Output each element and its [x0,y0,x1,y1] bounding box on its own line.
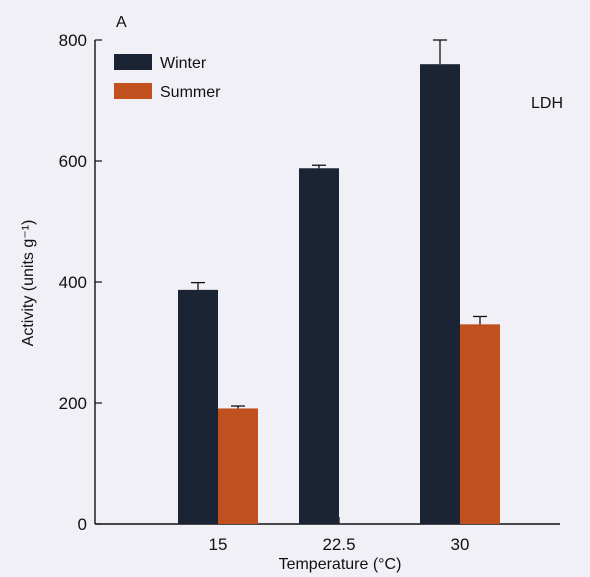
panel-label: A [116,14,127,31]
x-tick-label: 30 [451,535,470,554]
x-axis-title: Temperature (°C) [279,556,402,573]
legend-label-winter: Winter [160,55,207,72]
bar-winter [420,64,460,524]
x-tick-label: 15 [209,535,228,554]
y-tick-label: 0 [78,515,87,534]
y-axis-title: Activity (units g⁻¹) [20,220,37,347]
legend-swatch-summer [114,83,152,99]
chart-axes: 0 200 400 600 800 15 22.5 30 [59,31,560,554]
chart-legend: Winter Summer [114,54,221,101]
bar-summer [218,408,258,524]
chart-bars [178,39,500,524]
bar-summer [460,324,500,524]
y-tick-label: 200 [59,394,87,413]
chart-annotation: LDH [531,95,563,112]
legend-swatch-winter [114,54,152,70]
x-tick-label: 22.5 [322,535,355,554]
bar-winter [299,168,339,524]
y-tick-label: 400 [59,273,87,292]
bar-winter [178,289,218,524]
y-tick-label: 800 [59,31,87,50]
legend-label-summer: Summer [160,84,221,101]
y-tick-label: 600 [59,152,87,171]
